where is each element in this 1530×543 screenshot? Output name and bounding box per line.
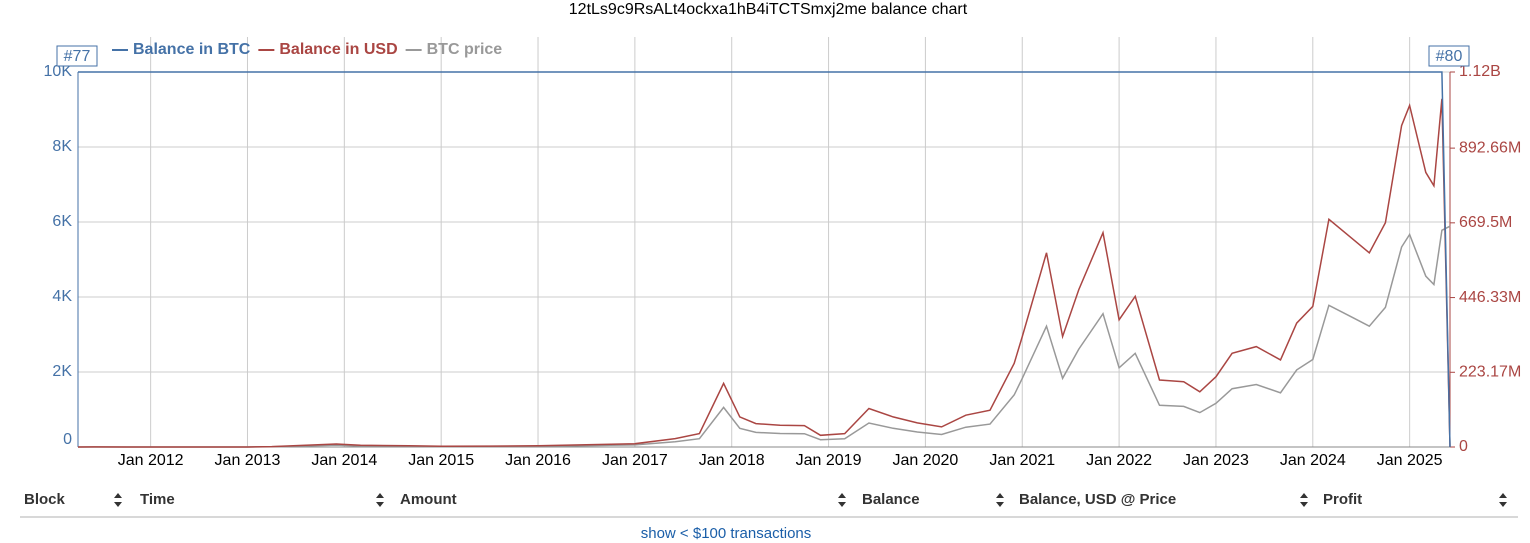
x-tick-label: Jan 2019 bbox=[796, 452, 862, 469]
y2-tick-label: 223.17M bbox=[1459, 363, 1521, 380]
column-header[interactable]: Balance bbox=[862, 491, 920, 508]
legend-label: BTC price bbox=[427, 41, 503, 58]
y-tick-label: 2K bbox=[52, 363, 72, 380]
y-tick-label: 8K bbox=[52, 138, 72, 155]
column-header[interactable]: Block bbox=[24, 491, 66, 508]
chart-title: 12tLs9c9RsALt4ockxa1hB4iTCTSmxj2me balan… bbox=[569, 1, 968, 18]
legend-label: Balance in USD bbox=[279, 41, 397, 58]
x-tick-label: Jan 2020 bbox=[892, 452, 958, 469]
y-tick-label: 4K bbox=[52, 288, 72, 305]
x-tick-label: Jan 2021 bbox=[989, 452, 1055, 469]
y2-tick-label: 669.5M bbox=[1459, 214, 1512, 231]
sort-icon[interactable] bbox=[114, 493, 122, 507]
show-link[interactable]: show < $100 transactions bbox=[641, 525, 812, 542]
y2-tick-label: 892.66M bbox=[1459, 139, 1521, 156]
annotation: #80 bbox=[1436, 48, 1463, 65]
x-tick-label: Jan 2012 bbox=[118, 452, 184, 469]
x-tick-label: Jan 2013 bbox=[215, 452, 281, 469]
sort-icon[interactable] bbox=[838, 493, 846, 507]
x-tick-label: Jan 2018 bbox=[699, 452, 765, 469]
x-tick-label: Jan 2017 bbox=[602, 452, 668, 469]
x-tick-label: Jan 2016 bbox=[505, 452, 571, 469]
y-tick-label: 0 bbox=[63, 431, 72, 448]
x-tick-label: Jan 2025 bbox=[1377, 452, 1443, 469]
sort-icon[interactable] bbox=[1300, 493, 1308, 507]
y2-tick-label: 446.33M bbox=[1459, 289, 1521, 306]
y2-tick-label: 1.12B bbox=[1459, 63, 1501, 80]
series-line bbox=[77, 98, 1451, 448]
x-tick-label: Jan 2015 bbox=[408, 452, 474, 469]
annotation-box bbox=[56, 45, 98, 67]
x-tick-label: Jan 2023 bbox=[1183, 452, 1249, 469]
column-header[interactable]: Time bbox=[140, 491, 175, 508]
sort-icon[interactable] bbox=[996, 493, 1004, 507]
y-tick-label: 6K bbox=[52, 213, 72, 230]
y-tick-label: 10K bbox=[44, 63, 73, 80]
column-header[interactable]: Amount bbox=[400, 491, 457, 508]
x-tick-label: Jan 2024 bbox=[1280, 452, 1346, 469]
series-line bbox=[78, 225, 1451, 448]
x-tick-label: Jan 2022 bbox=[1086, 452, 1152, 469]
column-header[interactable]: Profit bbox=[1323, 491, 1362, 508]
sort-icon[interactable] bbox=[1499, 493, 1507, 507]
series-line bbox=[78, 71, 1451, 448]
y2-tick-label: 0 bbox=[1459, 438, 1468, 455]
column-header[interactable]: Balance, USD @ Price bbox=[1019, 491, 1176, 508]
legend-label: Balance in BTC bbox=[133, 41, 251, 58]
x-tick-label: Jan 2014 bbox=[311, 452, 377, 469]
annotation: #77 bbox=[64, 48, 91, 65]
annotation-box bbox=[1428, 45, 1470, 67]
sort-icon[interactable] bbox=[376, 493, 384, 507]
